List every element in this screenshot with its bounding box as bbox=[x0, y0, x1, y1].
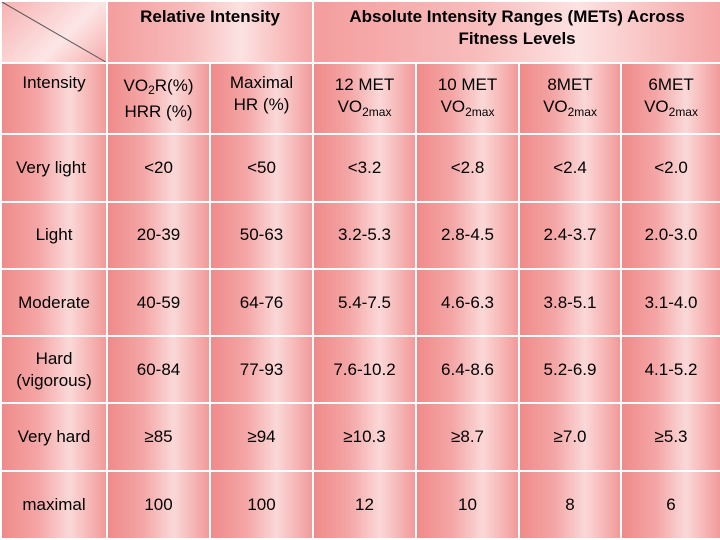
intensity-cell: Very hard bbox=[0, 402, 108, 472]
met8-cell: <2.4 bbox=[518, 133, 623, 203]
maxhr-cell: ≥94 bbox=[208, 402, 315, 472]
table-row: Light 20-39 50-63 3.2-5.3 2.8-4.5 2.4-3.… bbox=[0, 200, 720, 270]
relative-intensity-header: Relative Intensity bbox=[105, 0, 315, 65]
met10-cell: 4.6-6.3 bbox=[415, 267, 521, 338]
met8-cell: ≥7.0 bbox=[518, 402, 623, 472]
vo2r-cell: 60-84 bbox=[106, 335, 211, 405]
met12-cell: 3.2-5.3 bbox=[312, 200, 418, 270]
met10-cell: 6.4-8.6 bbox=[415, 335, 521, 405]
met6-cell: 2.0-3.0 bbox=[620, 200, 720, 270]
absolute-intensity-header: Absolute Intensity Ranges (METs) Across … bbox=[312, 0, 720, 65]
met6-cell: 3.1-4.0 bbox=[620, 267, 720, 338]
table-row: Very light <20 <50 <3.2 <2.8 <2.4 <2.0 bbox=[0, 133, 720, 203]
met10-cell: 10 bbox=[415, 469, 521, 540]
maxhr-cell: <50 bbox=[208, 133, 315, 203]
maxhr-cell: 50-63 bbox=[208, 200, 315, 270]
met8-cell: 8 bbox=[518, 469, 623, 540]
met12-cell: 7.6-10.2 bbox=[312, 335, 418, 405]
table-row: Hard (vigorous) 60-84 77-93 7.6-10.2 6.4-… bbox=[0, 335, 720, 405]
vo2r-cell: 100 bbox=[106, 469, 211, 540]
maxhr-cell: 100 bbox=[208, 469, 315, 540]
met6-cell: ≥5.3 bbox=[620, 402, 720, 472]
met8-cell: 5.2-6.9 bbox=[518, 335, 623, 405]
met6-cell: <2.0 bbox=[620, 133, 720, 203]
vo2r-hrr-column-header: VO2R(%) HRR (%) bbox=[106, 62, 211, 136]
vo2r-cell: ≥85 bbox=[106, 402, 211, 472]
vo2r-cell: 40-59 bbox=[106, 267, 211, 338]
table-row: Moderate 40-59 64-76 5.4-7.5 4.6-6.3 3.8… bbox=[0, 267, 720, 338]
max-hr-column-header: Maximal HR (%) bbox=[208, 62, 315, 136]
met6-cell: 6 bbox=[620, 469, 720, 540]
table-header-row: Relative Intensity Absolute Intensity Ra… bbox=[0, 0, 720, 65]
column-header-row: Intensity VO2R(%) HRR (%) Maximal HR (%) … bbox=[0, 62, 720, 136]
maxhr-cell: 77-93 bbox=[208, 335, 315, 405]
met12-cell: <3.2 bbox=[312, 133, 418, 203]
intensity-column-header: Intensity bbox=[0, 62, 108, 136]
met10-cell: <2.8 bbox=[415, 133, 521, 203]
vo2r-cell: <20 bbox=[106, 133, 211, 203]
met10-cell: ≥8.7 bbox=[415, 402, 521, 472]
maxhr-cell: 64-76 bbox=[208, 267, 315, 338]
met12-cell: 12 bbox=[312, 469, 418, 540]
intensity-cell: Light bbox=[0, 200, 108, 270]
intensity-cell: maximal bbox=[0, 469, 108, 540]
diagonal-corner-cell bbox=[0, 0, 108, 65]
intensity-cell: Moderate bbox=[0, 267, 108, 338]
intensity-cell: Hard (vigorous) bbox=[0, 335, 108, 405]
vo2r-cell: 20-39 bbox=[106, 200, 211, 270]
met6-cell: 4.1-5.2 bbox=[620, 335, 720, 405]
met10-column-header: 10 MET VO2max bbox=[415, 62, 521, 136]
table-row: Very hard ≥85 ≥94 ≥10.3 ≥8.7 ≥7.0 ≥5.3 bbox=[0, 402, 720, 472]
met8-column-header: 8MET VO2max bbox=[518, 62, 623, 136]
met12-cell: ≥10.3 bbox=[312, 402, 418, 472]
met12-cell: 5.4-7.5 bbox=[312, 267, 418, 338]
met12-column-header: 12 MET VO2max bbox=[312, 62, 418, 136]
met8-cell: 2.4-3.7 bbox=[518, 200, 623, 270]
met10-cell: 2.8-4.5 bbox=[415, 200, 521, 270]
diagonal-line bbox=[2, 2, 106, 63]
met8-cell: 3.8-5.1 bbox=[518, 267, 623, 338]
met6-column-header: 6MET VO2max bbox=[620, 62, 720, 136]
table-row: maximal 100 100 12 10 8 6 bbox=[0, 469, 720, 540]
intensity-cell: Very light bbox=[0, 133, 108, 203]
